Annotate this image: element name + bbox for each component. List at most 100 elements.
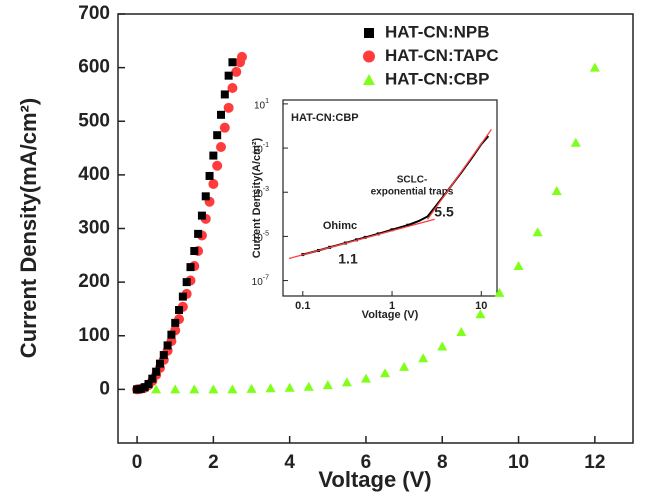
legend-label: HAT-CN:TAPC: [385, 46, 499, 65]
point: [148, 374, 157, 383]
point: [159, 351, 168, 360]
x-tick-label: 2: [208, 452, 219, 473]
point: [341, 377, 352, 387]
point: [219, 122, 230, 133]
y-tick-label: 0: [99, 378, 110, 399]
point: [194, 229, 203, 238]
y-tick-label: 10-3: [252, 186, 269, 200]
x-tick-label: 10: [508, 452, 529, 473]
annotation: exponential traps: [371, 187, 454, 198]
point: [171, 318, 180, 327]
point: [144, 380, 153, 389]
annotation: Ohimc: [323, 220, 357, 232]
point: [390, 228, 394, 232]
x-tick-label: 4: [284, 452, 295, 473]
point: [155, 359, 164, 368]
y-tick-exponent: -5: [263, 230, 269, 237]
point: [217, 110, 225, 119]
y-tick-label: 300: [78, 218, 110, 239]
point: [190, 247, 199, 256]
y-tick-label: 500: [78, 110, 110, 131]
legend-label: HAT-CN:CBP: [385, 69, 490, 88]
point: [265, 383, 276, 393]
y-tick-label: 200: [78, 271, 110, 292]
point: [456, 326, 467, 336]
point: [170, 384, 181, 394]
point: [494, 287, 505, 297]
point: [513, 261, 524, 271]
plot-area: [132, 51, 600, 395]
point: [220, 90, 229, 99]
y-tick-label: 600: [78, 57, 110, 78]
legend-marker: [364, 28, 374, 38]
point: [216, 141, 226, 152]
y-tick-label: 400: [78, 164, 110, 185]
point: [380, 368, 391, 378]
point: [475, 309, 486, 319]
point: [163, 341, 172, 350]
plot-frame: [117, 13, 634, 444]
x-axis-title: Voltage (V): [318, 467, 431, 492]
point: [303, 381, 314, 391]
point: [322, 380, 333, 390]
point: [223, 102, 234, 113]
x-tick-label: 12: [584, 452, 605, 473]
point: [189, 384, 200, 394]
annotation: 5.5: [434, 204, 454, 220]
point: [437, 341, 448, 351]
point: [178, 292, 187, 301]
point: [201, 192, 210, 201]
point: [209, 151, 218, 160]
point: [167, 330, 176, 339]
legend-marker: [363, 74, 375, 85]
y-tick-exponent: -1: [263, 142, 269, 149]
series-line: [427, 129, 492, 220]
inset-x-title: Voltage (V): [362, 309, 419, 321]
y-axis-title: Current Density(mA/cm²): [16, 98, 41, 358]
point: [418, 353, 429, 363]
point: [197, 211, 206, 220]
point: [236, 51, 247, 62]
point: [570, 137, 581, 147]
point: [399, 361, 410, 371]
annotation: SCLC-: [397, 175, 428, 186]
point: [152, 367, 161, 376]
y-tick-label: 100: [78, 325, 110, 346]
point: [208, 384, 219, 394]
point: [227, 384, 238, 394]
inset-title: HAT-CN:CBP: [291, 112, 359, 124]
legend-label: HAT-CN:NPB: [385, 22, 490, 41]
x-tick-label: 10: [475, 300, 487, 312]
y-tick-exponent: 1: [265, 98, 269, 105]
point: [186, 263, 195, 272]
x-tick-label: 0: [132, 452, 143, 473]
point: [182, 278, 191, 287]
point: [227, 83, 238, 94]
point: [212, 160, 223, 171]
x-tick-label: 6: [361, 452, 372, 473]
annotation: 1.1: [338, 251, 358, 267]
point: [589, 62, 600, 72]
point: [284, 382, 295, 392]
point: [246, 383, 257, 393]
point: [406, 223, 410, 227]
inset-frame: [282, 99, 498, 297]
y-tick-label: 10-1: [252, 142, 269, 156]
point: [205, 171, 214, 180]
point: [360, 373, 371, 383]
x-tick-label: 0.1: [295, 300, 310, 312]
point: [228, 58, 237, 67]
series-line: [288, 218, 435, 260]
point: [151, 384, 162, 394]
point: [175, 306, 184, 315]
y-tick-exponent: -7: [263, 274, 269, 281]
y-tick-label: 700: [78, 3, 110, 24]
y-tick-exponent: -3: [263, 186, 269, 193]
point: [551, 185, 562, 195]
x-tick-label: 1: [389, 300, 395, 312]
point: [224, 71, 233, 80]
point: [231, 66, 242, 77]
point: [532, 227, 543, 237]
legend-marker: [363, 50, 375, 63]
